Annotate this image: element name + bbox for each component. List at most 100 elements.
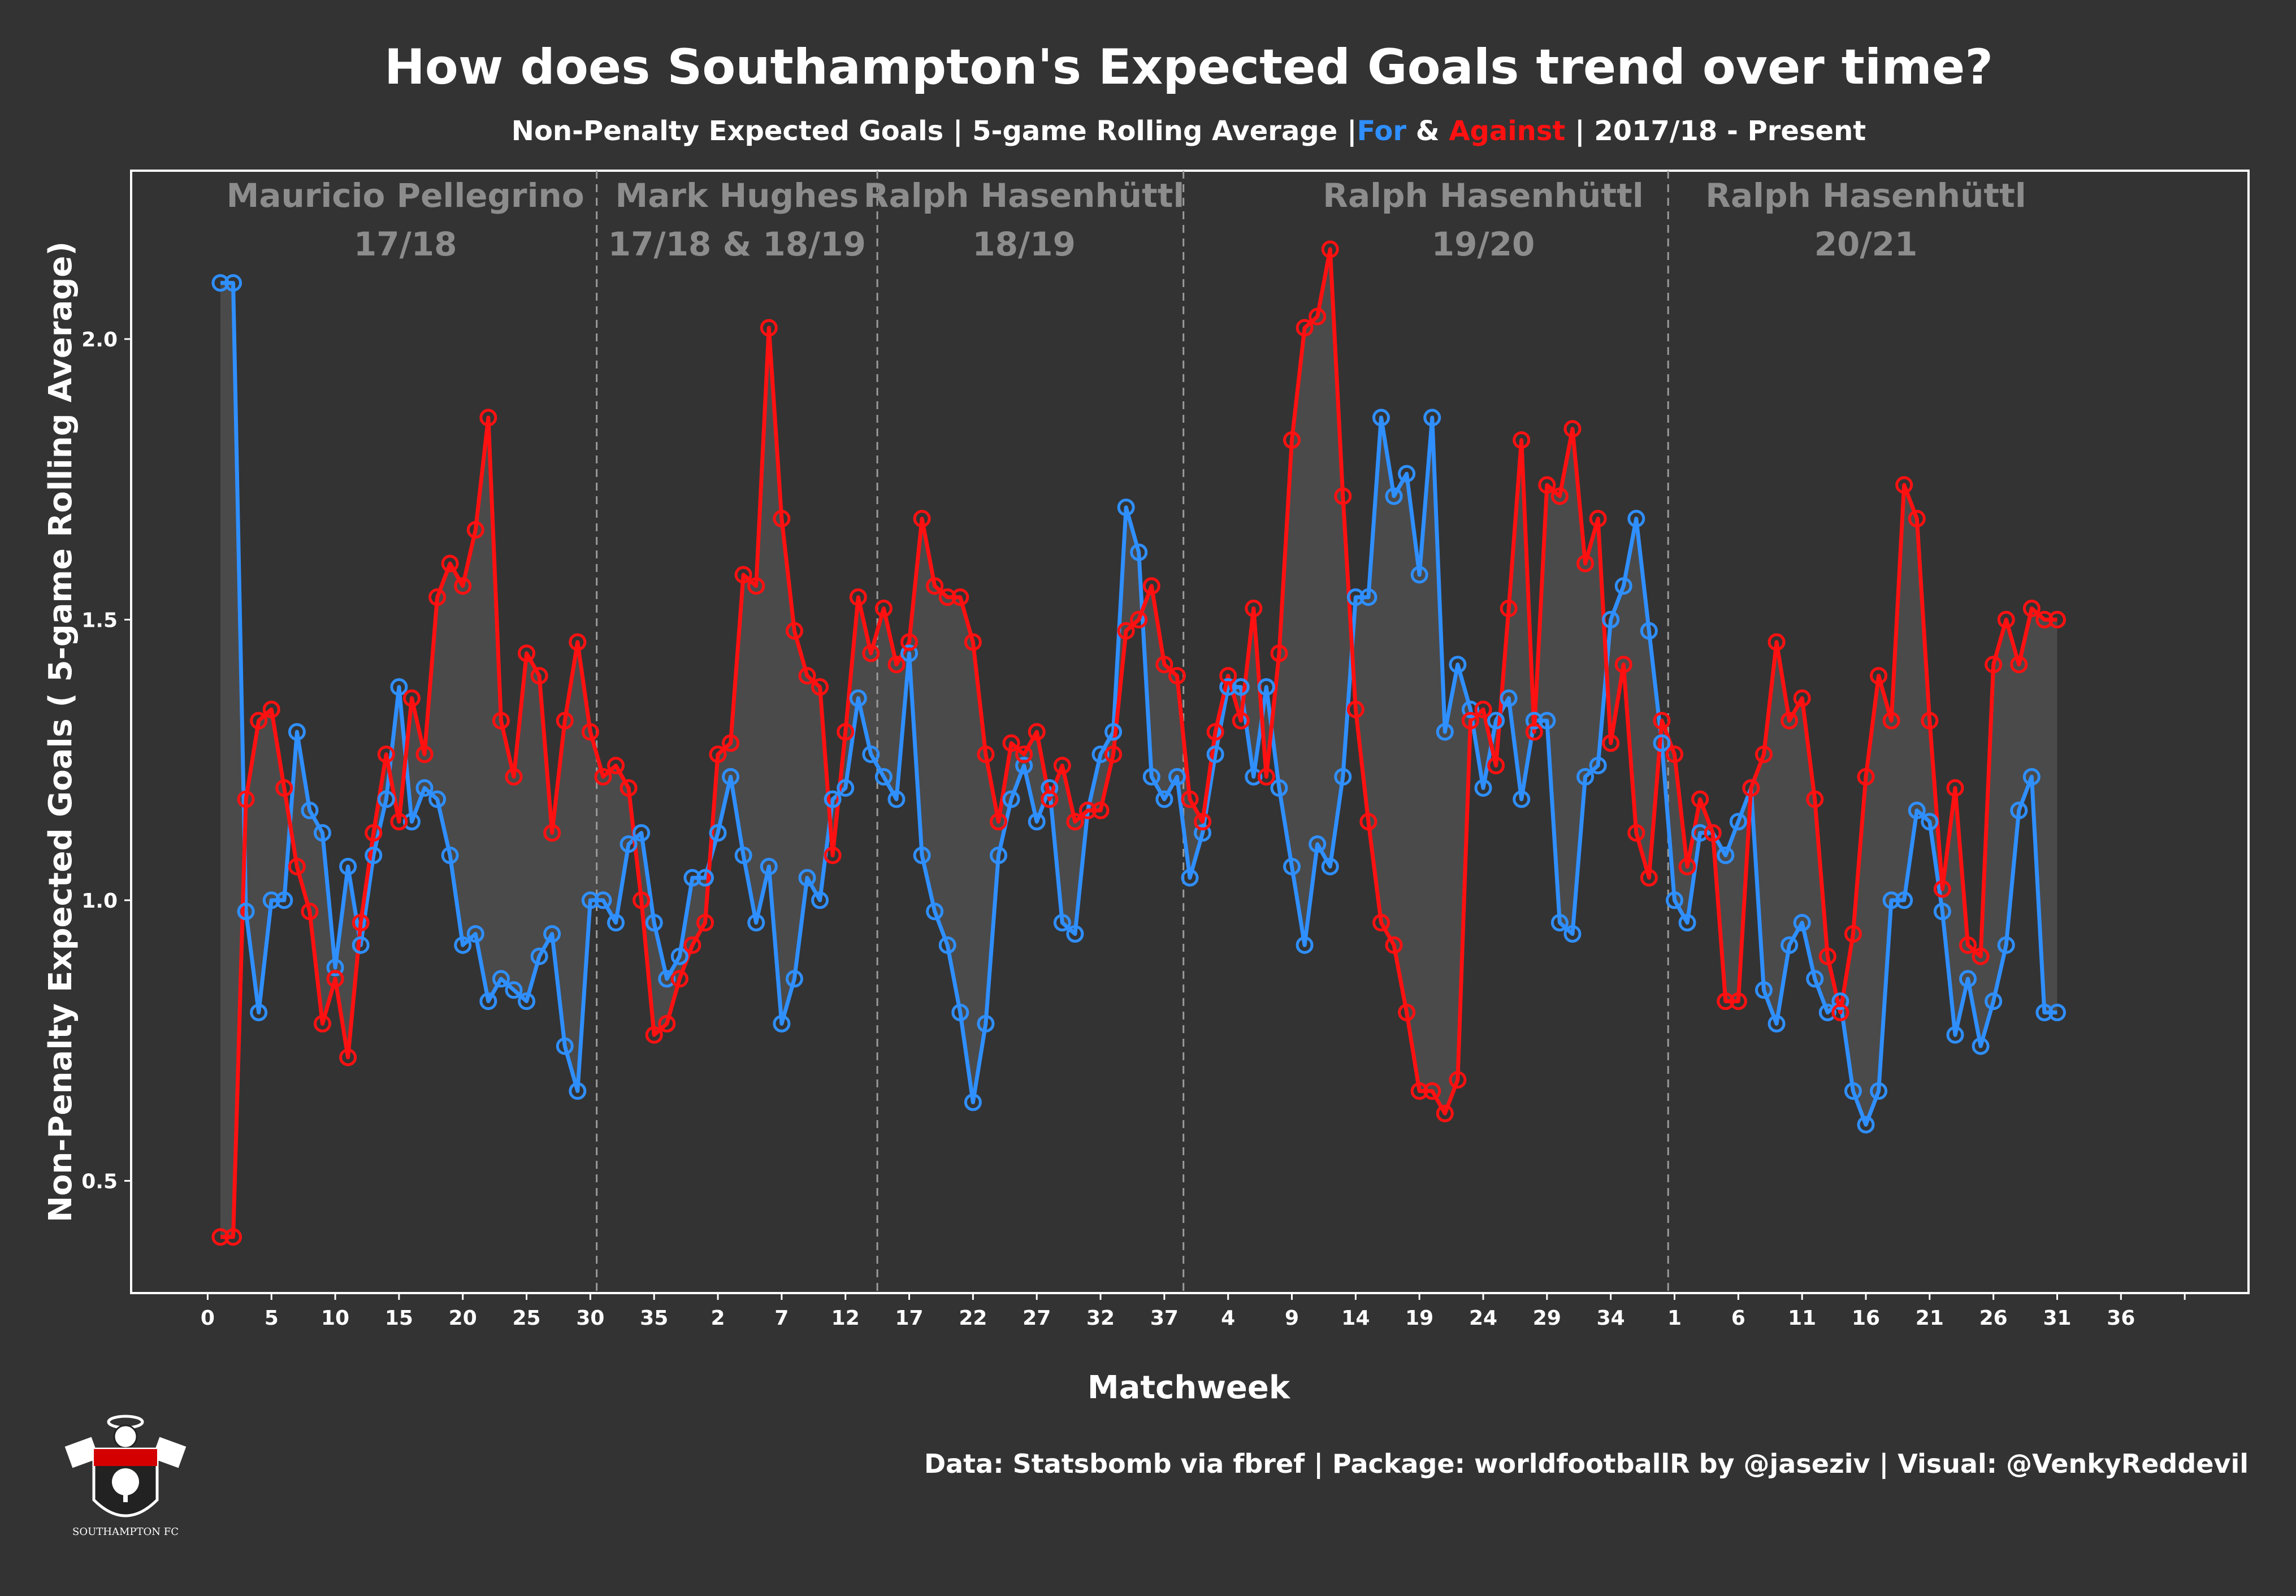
data-point-for <box>352 936 370 954</box>
data-point-against <box>900 633 919 651</box>
data-point-against <box>926 577 944 595</box>
data-point-against <box>518 644 536 662</box>
data-point-for <box>1359 588 1377 606</box>
subtitle-for-label: For <box>1357 115 1407 147</box>
subtitle-part2: | 2017/18 - Present <box>1565 115 1866 147</box>
data-point-for <box>1985 992 2003 1010</box>
data-point-against <box>1270 644 1288 662</box>
data-point-against <box>466 521 484 539</box>
data-point-for <box>1449 656 1467 674</box>
data-point-against <box>773 510 791 528</box>
data-point-against <box>1436 1104 1454 1122</box>
data-point-against <box>1461 712 1479 730</box>
data-point-against <box>1933 880 1951 898</box>
era-manager-label: Mauricio Pellegrino <box>227 176 584 215</box>
data-point-against <box>1959 936 1977 954</box>
data-point-for <box>556 1037 574 1055</box>
data-point-for <box>1538 712 1556 730</box>
data-point-against <box>1142 577 1160 595</box>
data-point-against <box>1653 712 1671 730</box>
data-point-against <box>1232 712 1250 730</box>
data-point-for <box>1972 1037 1990 1055</box>
data-point-against <box>1550 487 1569 505</box>
data-point-for <box>824 790 842 808</box>
data-point-for <box>977 1014 995 1033</box>
data-point-against <box>1015 745 1033 764</box>
data-point-for <box>887 790 906 808</box>
data-point-against <box>441 554 459 573</box>
data-point-for <box>1755 981 1773 999</box>
data-point-for <box>964 1093 982 1111</box>
x-tick-label: 30 <box>576 1307 604 1330</box>
x-tick-label: 15 <box>385 1307 413 1330</box>
x-tick-label: 12 <box>831 1307 860 1330</box>
data-point-for <box>798 869 816 887</box>
data-point-against <box>390 813 408 831</box>
data-point-against <box>951 588 969 606</box>
data-point-for <box>811 891 829 909</box>
data-point-against <box>709 745 727 764</box>
data-point-for <box>365 846 383 864</box>
x-tick-label: 35 <box>640 1307 668 1330</box>
data-point-for <box>402 813 421 831</box>
data-point-against <box>760 319 778 337</box>
data-point-for <box>1053 914 1071 932</box>
data-point-for <box>301 801 319 819</box>
data-point-for <box>1461 700 1479 718</box>
data-point-for <box>1091 745 1110 764</box>
subtitle-against-label: Against <box>1449 115 1565 147</box>
crest-shield-band <box>94 1449 157 1466</box>
era-season-label: 18/19 <box>972 225 1076 263</box>
data-point-against <box>977 745 995 764</box>
data-point-against <box>2035 610 2054 628</box>
x-tick-label: 7 <box>774 1307 789 1330</box>
data-point-against <box>1640 869 1658 887</box>
subtitle-amp: & <box>1406 115 1449 147</box>
data-point-for <box>1500 689 1518 707</box>
data-point-against <box>1245 600 1263 618</box>
data-point-for <box>1691 824 1709 842</box>
data-point-against <box>1168 667 1186 685</box>
data-point-for <box>1933 903 1951 921</box>
data-point-against <box>1602 734 1620 752</box>
data-point-for <box>1015 757 1033 775</box>
data-point-against <box>1806 790 1824 808</box>
data-point-against <box>837 723 855 741</box>
data-point-for <box>1895 891 1913 909</box>
data-point-for <box>913 846 931 864</box>
data-point-against <box>1704 824 1722 842</box>
data-point-against <box>1985 656 2003 674</box>
x-tick-label: 34 <box>1597 1307 1625 1330</box>
data-point-against <box>633 891 651 909</box>
era-season-label: 17/18 <box>354 225 457 263</box>
data-point-against <box>454 577 472 595</box>
data-point-for <box>441 846 459 864</box>
data-point-for <box>518 992 536 1010</box>
data-point-against <box>1627 824 1645 842</box>
data-point-against <box>1768 633 1786 651</box>
data-point-for <box>1602 610 1620 628</box>
x-tick-label: 16 <box>1852 1307 1880 1330</box>
data-point-for <box>1245 767 1263 786</box>
data-point-for <box>594 891 612 909</box>
data-point-against <box>862 644 880 662</box>
data-point-for <box>2022 767 2041 786</box>
data-point-for <box>1423 409 1441 427</box>
x-tick-label: 6 <box>1731 1307 1745 1330</box>
data-point-against <box>849 588 867 606</box>
data-point-against <box>785 622 803 640</box>
data-point-for <box>581 891 599 909</box>
data-point-for <box>1831 992 1849 1010</box>
data-point-for <box>262 891 280 909</box>
data-point-for <box>1921 813 1939 831</box>
data-point-for <box>1283 857 1301 875</box>
data-point-for <box>1653 734 1671 752</box>
data-point-against <box>1729 992 1747 1010</box>
data-point-for <box>1781 936 1799 954</box>
data-point-against <box>1283 431 1301 449</box>
data-point-for <box>1385 487 1403 505</box>
data-point-for <box>224 274 242 292</box>
data-point-against <box>887 656 906 674</box>
data-point-for <box>569 1082 587 1100</box>
